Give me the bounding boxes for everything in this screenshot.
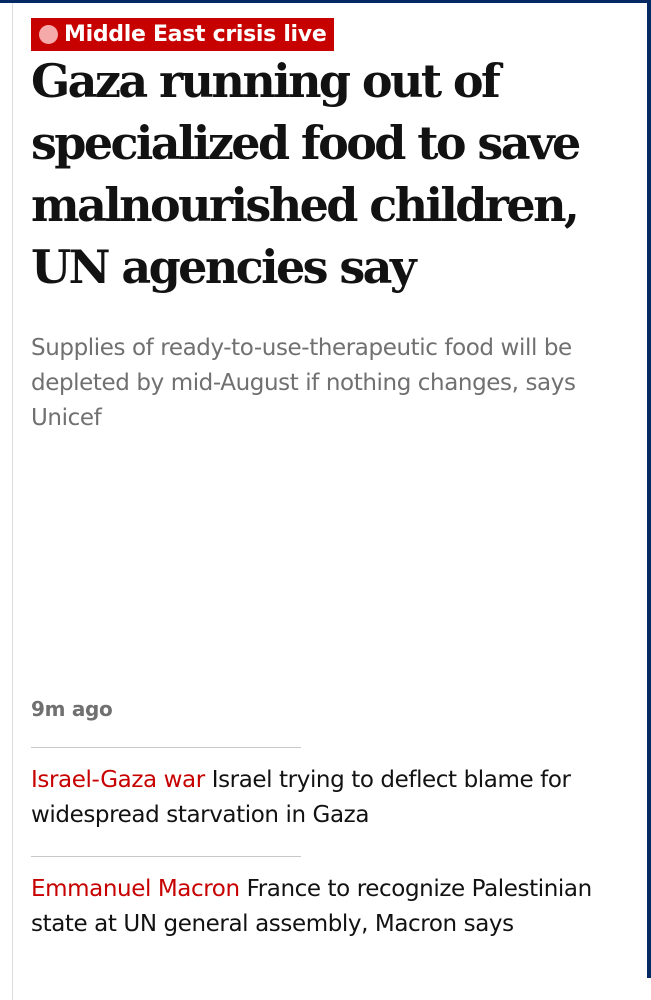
- article-timestamp: 9m ago: [31, 697, 113, 721]
- related-kicker: Israel-Gaza war: [31, 767, 205, 793]
- live-dot-icon: [39, 25, 58, 44]
- related-headline: France to recognize Palestinian state at…: [31, 876, 592, 937]
- article-headline[interactable]: Gaza running out of specialized food to …: [31, 54, 581, 294]
- related-divider: [31, 747, 301, 748]
- live-badge-label: Middle East crisis live: [64, 22, 327, 47]
- related-link-israel-gaza[interactable]: Israel-Gaza war Israel trying to deflect…: [31, 763, 621, 833]
- top-border: [0, 0, 651, 3]
- article-standfirst: Supplies of ready-to-use-therapeutic foo…: [31, 335, 576, 431]
- adjacent-card-edge: [647, 3, 651, 978]
- related-kicker: Emmanuel Macron: [31, 876, 240, 902]
- live-badge[interactable]: Middle East crisis live: [31, 18, 335, 51]
- related-headline: Israel trying to deflect blame for wides…: [31, 767, 571, 828]
- related-divider: [31, 856, 301, 857]
- related-link-macron[interactable]: Emmanuel Macron France to recognize Pale…: [31, 872, 621, 942]
- column-divider: [12, 3, 13, 1000]
